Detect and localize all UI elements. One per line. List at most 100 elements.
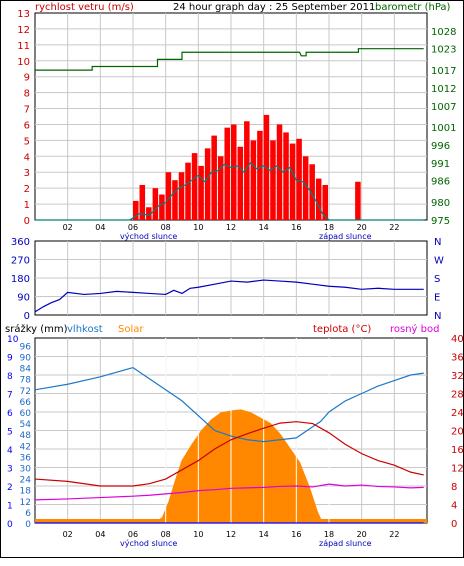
x-tick-label-bottom: 02: [63, 530, 73, 539]
wind-bar: [296, 138, 302, 220]
compass-label: N: [434, 237, 441, 248]
weather-graph: rychlost vetru (m/s) 24 hour graph day :…: [5, 2, 464, 548]
humidity-line: [34, 366, 424, 443]
precip-y-tick-label: 0: [7, 520, 13, 530]
compass-label: E: [434, 293, 440, 304]
wind-bar: [191, 153, 198, 220]
x-tick-label-bottom: 18: [324, 530, 334, 539]
dewpoint-label: rosný bod: [390, 323, 439, 335]
graph-title: 24 hour graph day : 25 September 2011: [173, 2, 375, 13]
x-tick-label-top: 22: [389, 223, 399, 232]
wind-bar: [152, 188, 159, 220]
precip-y-tick-label: 1: [7, 502, 13, 512]
temperature-y-tick-label: 36: [451, 353, 463, 364]
pressure-y-tick-label: 991: [431, 159, 450, 170]
series-group: [34, 48, 427, 524]
x-tick-label-top: 12: [226, 223, 236, 232]
direction-line: [34, 279, 424, 313]
wind-bar: [283, 132, 289, 220]
wind-bar: [133, 200, 139, 220]
humidity-y-tick-label: 66: [20, 398, 32, 408]
solar-label: Solar: [118, 324, 144, 335]
x-tick-label-bottom: 12: [226, 530, 236, 539]
precip-y-tick-label: 5: [7, 428, 13, 438]
precip-y-tick-label: 3: [7, 465, 13, 475]
precip-label: srážky (mm): [5, 323, 68, 335]
temperature-y-tick-label: 16: [451, 445, 463, 456]
wind-y-tick-label: 4: [24, 152, 30, 163]
x-tick-label-top: 20: [357, 223, 367, 232]
pressure-y-tick-label: 1001: [431, 123, 456, 134]
x-tick-label-top: 02: [63, 223, 73, 232]
pressure-y-tick-label: 1012: [431, 84, 456, 95]
wind-bar: [315, 178, 322, 220]
compass-label: W: [434, 256, 444, 267]
wind-bar: [309, 164, 315, 220]
compass-label: N: [434, 311, 441, 322]
wind-bar: [302, 156, 309, 220]
wind-bar: [185, 162, 191, 220]
precip-y-tick-label: 6: [7, 409, 13, 419]
pressure-y-tick-label: 1007: [431, 102, 456, 113]
temperature-y-tick-label: 32: [451, 371, 463, 382]
humidity-y-tick-label: 96: [20, 342, 32, 352]
wind-bar: [257, 130, 263, 220]
temperature-y-tick-label: 28: [451, 390, 463, 401]
pressure-y-tick-label: 1017: [431, 66, 456, 77]
wind-bar: [211, 135, 217, 220]
humidity-y-tick-label: 90: [20, 354, 32, 364]
wind-axis-title: rychlost vetru (m/s): [35, 2, 134, 13]
temperature-line: [34, 421, 424, 487]
humidity-y-tick-label: 78: [20, 376, 32, 386]
precip-y-tick-label: 4: [7, 446, 13, 456]
wind-bar: [231, 124, 237, 220]
x-tick-label-bottom: 10: [193, 530, 203, 539]
wind-bar: [237, 146, 244, 220]
x-tick-label-top: 18: [324, 223, 334, 232]
x-tick-label-top: 08: [161, 223, 171, 232]
dewpoint-line: [34, 483, 424, 501]
x-tick-label-bottom: 22: [389, 530, 399, 539]
temperature-y-tick-label: 0: [451, 519, 457, 530]
wind-bar: [204, 148, 211, 220]
x-tick-label-bottom: 08: [161, 530, 171, 539]
temperature-y-tick-label: 20: [451, 427, 463, 438]
wind-bar: [289, 143, 296, 220]
wind-bar: [139, 184, 146, 220]
precip-y-tick-label: 7: [7, 391, 13, 401]
temperature-y-tick-label: 12: [451, 464, 463, 475]
humidity-y-tick-label: 0: [25, 520, 31, 530]
x-tick-label-top: 10: [193, 223, 203, 232]
x-tick-label-top: 06: [128, 223, 138, 232]
pressure-y-tick-label: 986: [431, 177, 450, 188]
pressure-axis-title: barometr (hPa): [375, 2, 451, 13]
temperature-label: teplota (°C): [313, 324, 371, 335]
humidity-y-tick-label: 72: [20, 387, 31, 397]
temperature-y-tick-label: 24: [451, 408, 463, 419]
wind-y-tick-label: 7: [24, 105, 30, 116]
direction-y-tick-label: 360: [11, 237, 30, 248]
x-tick-label-top: 16: [291, 223, 301, 232]
sunrise-label-bottom: východ slunce: [120, 539, 177, 548]
wind-bar: [276, 124, 283, 220]
wind-bar: [270, 140, 276, 220]
x-tick-label-top: 04: [95, 223, 105, 232]
wind-bar: [322, 184, 328, 220]
wind-y-tick-label: 5: [24, 136, 30, 147]
direction-y-tick-label: 90: [17, 293, 30, 304]
humidity-y-tick-label: 12: [20, 498, 31, 508]
wind-y-tick-label: 8: [24, 89, 30, 100]
wind-y-tick-label: 13: [17, 9, 30, 20]
pressure-y-tick-label: 1023: [431, 45, 456, 56]
wind-y-tick-label: 3: [24, 168, 30, 179]
pressure-y-tick-label: 996: [431, 141, 450, 152]
wind-bar: [146, 207, 152, 220]
wind-y-tick-label: 1: [24, 200, 30, 211]
humidity-y-tick-label: 30: [20, 465, 32, 475]
x-tick-label-bottom: 04: [95, 530, 105, 539]
humidity-y-tick-label: 18: [20, 487, 32, 497]
sunrise-label-top: východ slunce: [120, 232, 177, 241]
axis-labels: 0202040406060808101012121414161618182020…: [7, 9, 464, 539]
humidity-y-tick-label: 60: [20, 409, 32, 419]
humidity-y-tick-label: 54: [20, 420, 32, 430]
